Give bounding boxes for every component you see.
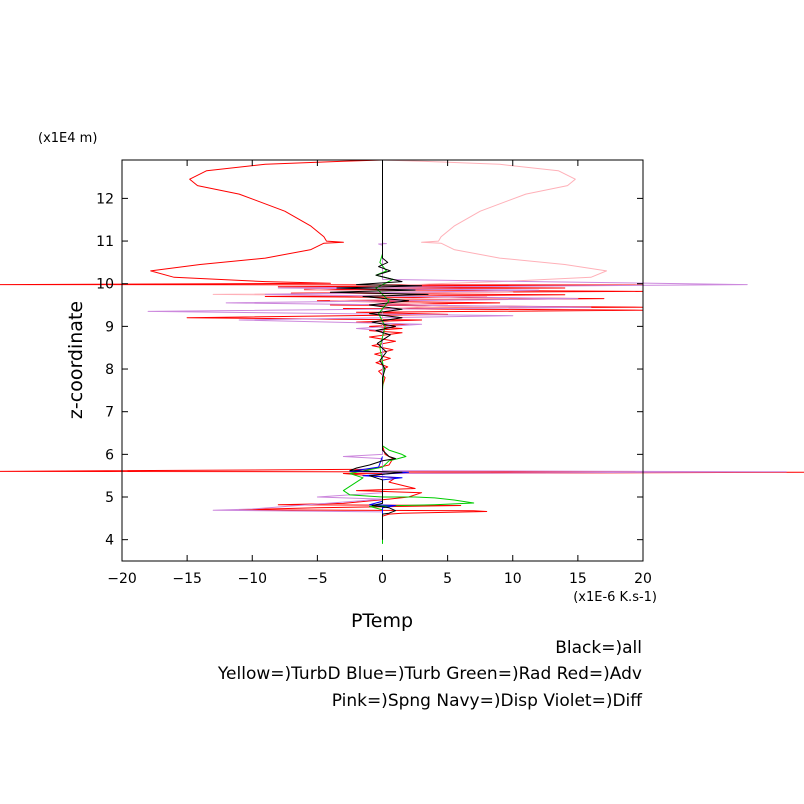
series-line-black — [329, 160, 429, 540]
legend-line-1: Black=)all — [555, 638, 642, 658]
y-tick-label: 9 — [105, 319, 114, 335]
y-tick-label: 12 — [96, 191, 114, 207]
legend-line-3: Pink=)Spng Navy=)Disp Violet=)Diff — [331, 691, 642, 711]
x-tick-label: 20 — [634, 571, 652, 587]
y-tick-label: 8 — [105, 362, 114, 378]
x-tick-label: 0 — [378, 571, 387, 587]
y-tick-label: 10 — [96, 277, 114, 293]
series-line-red — [0, 159, 804, 540]
y-unit-label: (x1E4 m) — [38, 131, 97, 146]
legend-line-2: Yellow=)TurbD Blue=)Turb Green=)Rad Red=… — [217, 664, 642, 684]
x-tick-label: 5 — [443, 571, 452, 587]
y-tick-label: 4 — [105, 533, 114, 549]
x-tick-label: 15 — [569, 571, 587, 587]
y-tick-label: 6 — [105, 447, 114, 463]
y-tick-label: 7 — [105, 405, 114, 421]
series-line-violet — [147, 242, 787, 519]
x-tick-label: −10 — [237, 571, 267, 587]
y-tick-label: 5 — [105, 490, 114, 506]
y-axis-label: z-coordinate — [65, 301, 87, 419]
x-tick-label: −15 — [172, 571, 202, 587]
chart-title: PTemp — [351, 610, 413, 632]
x-unit-label: (x1E-6 K.s-1) — [573, 590, 657, 605]
tick-layer: −20 −15 −10 −5 0 5 10 15 20 4 5 6 7 8 9 10 11 12 — [96, 160, 652, 587]
x-tick-label: −5 — [307, 571, 328, 587]
x-tick-label: 10 — [504, 571, 522, 587]
y-tick-label: 11 — [96, 234, 114, 250]
series-layer — [0, 159, 804, 544]
x-tick-label: −20 — [107, 571, 137, 587]
